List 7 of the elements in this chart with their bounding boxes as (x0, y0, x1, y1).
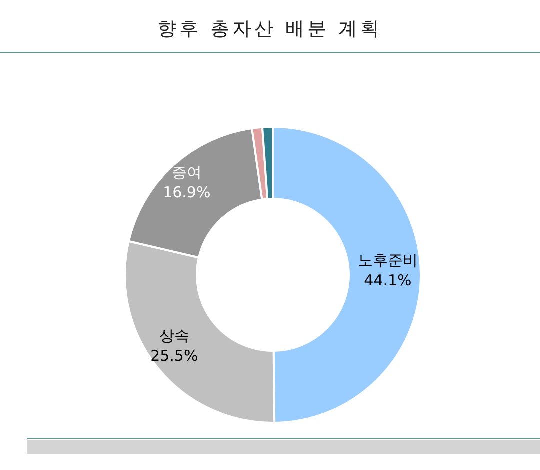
chart-title: 향후 총자산 배분 계획 (156, 17, 384, 42)
slice-label: 상속 (159, 327, 190, 346)
slice-label: 노후준비 (358, 251, 418, 270)
data-label: 25.5% (150, 347, 198, 366)
data-label: 44.1% (364, 271, 412, 290)
data-label: 16.9% (163, 184, 211, 202)
slice-label: 증여 (172, 164, 202, 182)
